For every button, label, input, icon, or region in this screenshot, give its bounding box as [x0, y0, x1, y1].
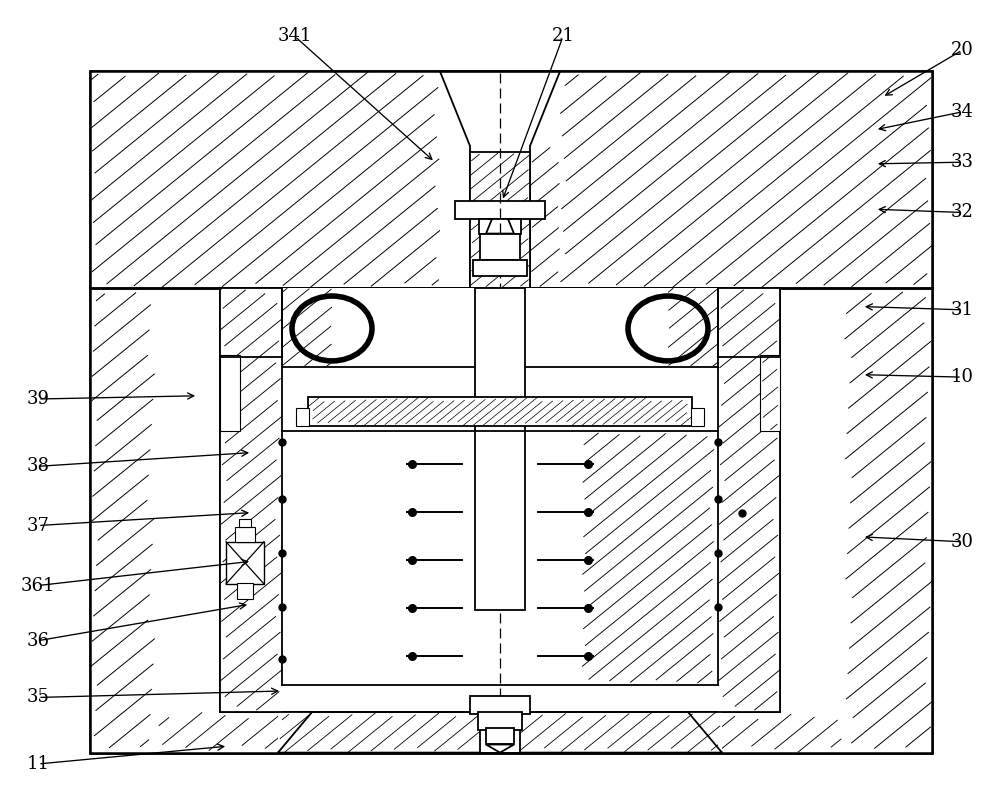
- Bar: [475, 288, 525, 610]
- Bar: [235, 527, 255, 542]
- Bar: [332, 288, 668, 367]
- Polygon shape: [486, 219, 514, 234]
- Text: 32: 32: [951, 204, 973, 221]
- Bar: [668, 288, 718, 367]
- Bar: [691, 408, 704, 426]
- Text: 361: 361: [21, 577, 55, 594]
- Bar: [90, 71, 932, 753]
- Bar: [90, 288, 155, 753]
- Bar: [760, 355, 780, 431]
- Bar: [308, 397, 692, 426]
- Bar: [155, 712, 845, 753]
- Bar: [90, 71, 932, 753]
- Bar: [296, 408, 309, 426]
- Bar: [220, 288, 780, 712]
- Bar: [90, 71, 440, 288]
- Bar: [480, 712, 520, 753]
- Text: 36: 36: [26, 632, 50, 650]
- Text: 341: 341: [278, 28, 312, 45]
- Bar: [220, 355, 240, 431]
- Bar: [455, 201, 545, 219]
- Text: 11: 11: [26, 755, 50, 773]
- Bar: [278, 712, 722, 753]
- Polygon shape: [486, 744, 514, 753]
- Bar: [220, 288, 780, 712]
- Bar: [582, 433, 714, 683]
- Bar: [237, 583, 253, 599]
- Text: 33: 33: [950, 153, 974, 171]
- Polygon shape: [530, 71, 560, 288]
- Text: 20: 20: [951, 41, 973, 59]
- Bar: [486, 728, 514, 744]
- Bar: [226, 542, 264, 584]
- Bar: [282, 288, 332, 367]
- Bar: [478, 712, 522, 730]
- Text: 37: 37: [27, 517, 49, 534]
- Bar: [718, 288, 780, 712]
- Bar: [440, 146, 470, 288]
- Text: 38: 38: [26, 457, 50, 475]
- Polygon shape: [440, 71, 470, 288]
- Bar: [560, 71, 932, 288]
- Polygon shape: [278, 712, 722, 753]
- Bar: [845, 288, 932, 753]
- Text: 39: 39: [26, 390, 50, 408]
- Bar: [470, 152, 530, 288]
- Bar: [530, 146, 560, 288]
- Bar: [220, 288, 282, 712]
- Polygon shape: [440, 71, 560, 288]
- Text: 31: 31: [950, 301, 974, 319]
- Text: 35: 35: [27, 689, 49, 706]
- Bar: [473, 260, 527, 276]
- Bar: [479, 219, 521, 234]
- Text: 21: 21: [552, 28, 574, 45]
- Text: 34: 34: [951, 103, 973, 121]
- Bar: [239, 519, 251, 527]
- Text: 10: 10: [950, 368, 974, 386]
- Bar: [480, 234, 520, 260]
- Text: 30: 30: [950, 533, 974, 551]
- Bar: [762, 357, 778, 430]
- Bar: [470, 696, 530, 714]
